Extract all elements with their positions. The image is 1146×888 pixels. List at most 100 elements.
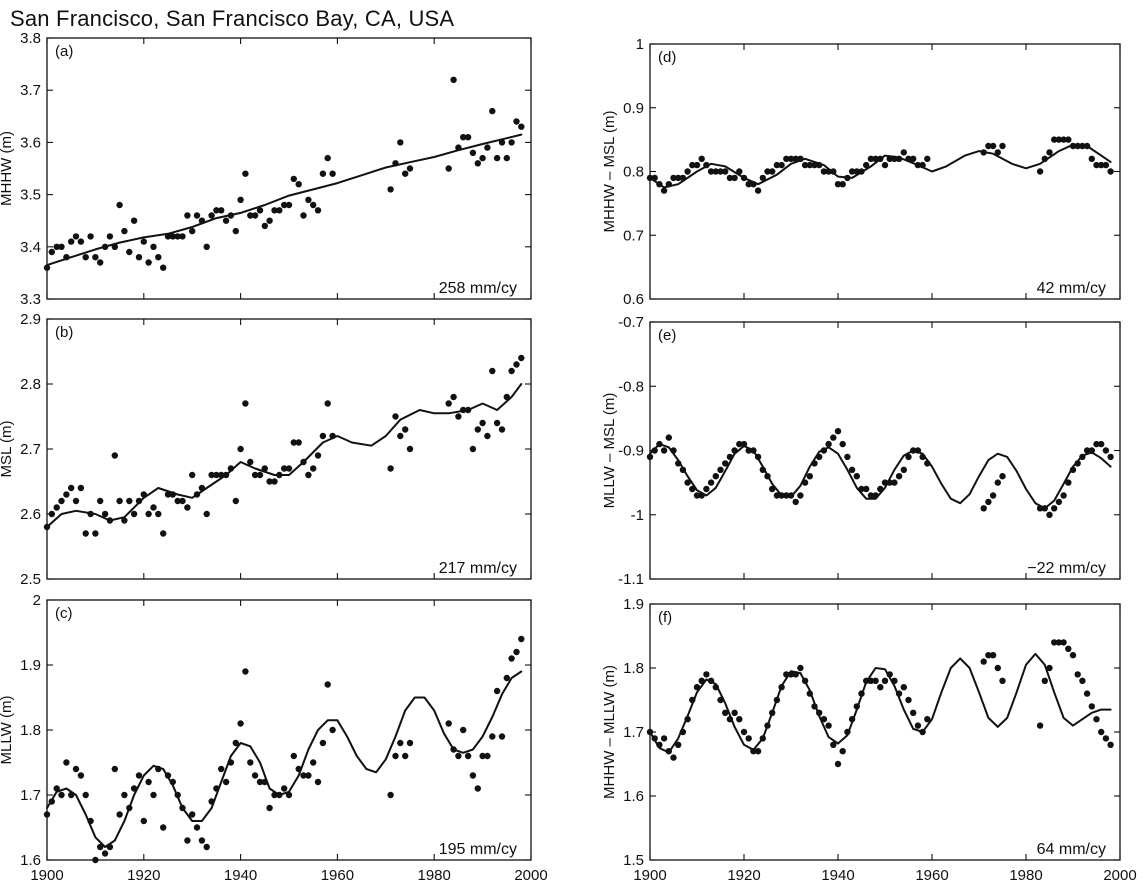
data-point <box>271 478 278 485</box>
data-point <box>242 668 249 675</box>
data-point <box>1102 447 1110 454</box>
data-point <box>48 510 55 518</box>
data-point <box>203 510 210 518</box>
data-point <box>319 739 327 747</box>
data-point <box>1041 677 1049 684</box>
fit-curve <box>46 670 523 848</box>
data-point <box>305 471 312 479</box>
x-tick-label: 1980 <box>418 867 451 884</box>
trend-label: 217 mm/cy <box>439 560 517 577</box>
data-point <box>53 504 60 511</box>
data-point <box>150 791 157 799</box>
data-point <box>130 217 138 224</box>
data-point <box>281 465 288 472</box>
data-point <box>910 155 917 162</box>
y-axis-label: MLLW (m) <box>0 696 15 765</box>
data-point <box>314 207 322 214</box>
data-point <box>684 479 691 486</box>
data-point <box>1083 447 1091 454</box>
trend-label: 258 mm/cy <box>439 280 517 297</box>
data-point <box>126 248 133 256</box>
y-tick-label: 2.5 <box>20 571 41 588</box>
data-point <box>232 227 239 235</box>
data-point <box>92 530 99 537</box>
y-tick-label: 0.7 <box>623 227 644 244</box>
data-point <box>445 165 452 172</box>
data-point <box>646 453 654 461</box>
y-tick-label: 1.9 <box>20 657 41 674</box>
data-point <box>193 824 201 831</box>
data-point <box>140 238 147 245</box>
data-point <box>980 658 987 665</box>
data-point <box>402 426 409 433</box>
data-point <box>198 837 206 844</box>
data-point <box>222 778 230 786</box>
data-point <box>256 207 264 214</box>
data-point <box>213 471 220 479</box>
trend-label: 64 mm/cy <box>1037 841 1106 858</box>
data-point <box>450 393 457 401</box>
x-tick-label: 1940 <box>821 867 854 884</box>
data-point <box>145 778 152 786</box>
data-point <box>881 677 889 684</box>
data-point <box>924 716 931 723</box>
panel-label: (d) <box>658 49 676 66</box>
data-point <box>881 161 889 169</box>
data-point <box>184 504 191 511</box>
data-point <box>179 497 186 505</box>
data-point <box>184 837 191 844</box>
data-point <box>285 201 293 209</box>
data-point <box>397 139 404 146</box>
data-point <box>905 453 912 461</box>
y-tick-label: 3.6 <box>20 134 41 151</box>
data-point <box>1046 511 1053 518</box>
y-tick-label: 0.9 <box>623 100 644 117</box>
data-point <box>242 400 249 407</box>
data-point <box>1102 735 1110 742</box>
data-point <box>712 168 719 175</box>
data-point <box>489 107 496 115</box>
data-point <box>867 492 875 499</box>
data-point <box>722 460 729 467</box>
data-point <box>806 473 813 480</box>
y-tick-label: -0.7 <box>618 314 644 331</box>
data-point <box>484 752 491 760</box>
figure-title: San Francisco, San Francisco Bay, CA, US… <box>10 6 455 31</box>
data-point <box>68 484 75 492</box>
data-point <box>92 856 99 864</box>
data-point <box>985 498 992 506</box>
y-tick-label: 0.6 <box>623 291 644 308</box>
data-point <box>290 439 297 446</box>
data-point <box>445 720 452 727</box>
panel-label: (e) <box>658 327 676 344</box>
data-point <box>290 175 297 183</box>
data-point <box>145 259 152 266</box>
data-point <box>261 465 268 472</box>
data-point <box>900 149 907 156</box>
data-point <box>295 181 302 188</box>
data-point <box>503 154 510 162</box>
data-point <box>1055 498 1063 506</box>
data-point <box>97 843 104 851</box>
data-point <box>145 510 152 518</box>
data-point <box>77 238 85 245</box>
data-point <box>247 458 254 466</box>
data-point <box>844 453 851 461</box>
data-point <box>189 811 196 818</box>
data-point <box>513 118 520 125</box>
fit-curve <box>46 133 523 267</box>
data-point <box>445 400 452 407</box>
data-point <box>43 264 51 271</box>
data-point <box>276 207 283 214</box>
data-point <box>285 791 293 799</box>
data-point <box>97 497 104 505</box>
data-point <box>848 168 856 175</box>
data-point <box>242 170 249 177</box>
data-point <box>773 161 781 169</box>
data-point <box>989 492 997 499</box>
x-tick-label: 1940 <box>224 867 257 884</box>
panel-f: 1.5 1.6 1.7 1.8 1.9 1900 1920 1940 1960 1980 2000 M… <box>601 596 1137 884</box>
data-point <box>914 722 922 729</box>
data-point <box>319 170 327 177</box>
data-point <box>101 850 109 857</box>
